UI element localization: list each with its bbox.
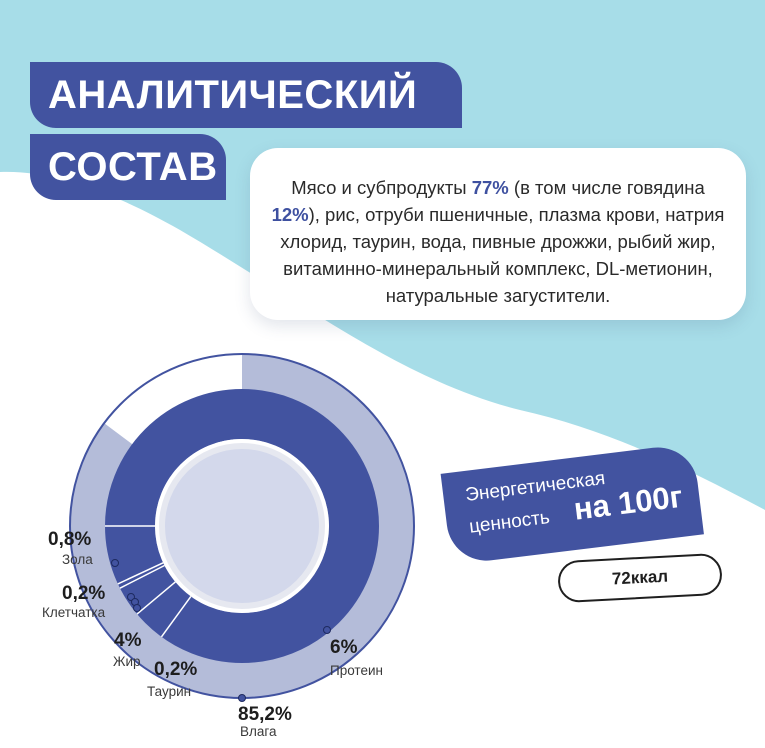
dot-protein: [323, 626, 331, 634]
dot-moisture: [238, 694, 246, 702]
sep-fiber-2: [119, 564, 165, 589]
pct-moisture: 85,2%: [238, 704, 292, 725]
sep-fiber: [117, 562, 164, 585]
dot-fat: [133, 604, 141, 612]
label-protein: Протеин: [330, 663, 383, 678]
inner-disk: [162, 446, 322, 606]
label-ash: Зола: [62, 552, 93, 567]
dot-ash: [111, 559, 119, 567]
label-moisture: Влага: [240, 724, 277, 739]
pct-fat: 4%: [114, 630, 142, 651]
pct-fiber: 0,2%: [62, 583, 106, 604]
sep-taurine: [160, 595, 192, 638]
composition-mid: (в том числе говядина: [508, 177, 705, 198]
composition-intro: Мясо и субпродукты: [291, 177, 472, 198]
kcal-value: 72ккал: [557, 552, 723, 604]
pct-protein: 6%: [330, 637, 358, 658]
composition-card: Мясо и субпродукты 77% (в том числе говя…: [250, 148, 746, 320]
pct-taurine: 0,2%: [154, 659, 198, 680]
title-line-2: СОСТАВ: [30, 134, 226, 200]
meat-percent: 77%: [471, 177, 509, 198]
composition-rest: ), рис, отруби пшеничные, плазма крови, …: [280, 204, 725, 306]
beef-percent: 12%: [271, 204, 309, 225]
label-fat: Жир: [113, 654, 141, 669]
sep-fat: [136, 581, 176, 615]
title-line-1: АНАЛИТИЧЕСКИЙ: [30, 62, 462, 128]
energy-line-2: ценность: [468, 506, 551, 538]
pct-ash: 0,8%: [48, 529, 92, 550]
label-taurine: Таурин: [147, 684, 192, 699]
label-fiber: Клетчатка: [42, 605, 106, 620]
inner-disk-rim: [159, 443, 325, 609]
